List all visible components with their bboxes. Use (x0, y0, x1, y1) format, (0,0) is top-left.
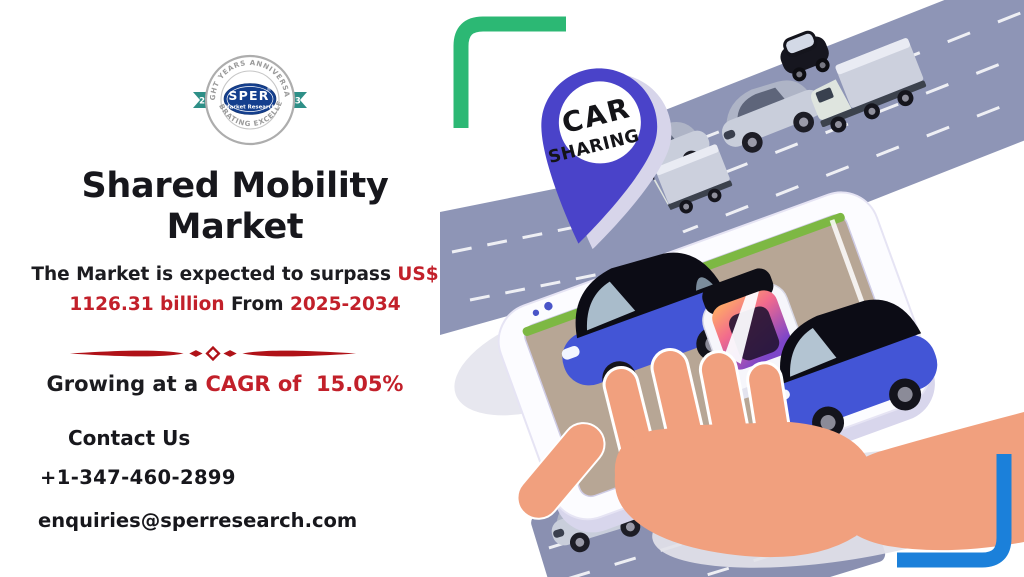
page-title-line2: Market (166, 207, 304, 248)
growth-line: Growing at a CAGR of 15.05% (30, 372, 420, 396)
location-pin (541, 68, 672, 250)
growth-value: CAGR of 15.05% (205, 372, 404, 396)
page-title: Shared Mobility Market (25, 166, 445, 249)
subheadline-from: From (224, 293, 290, 315)
anniversary-badge: 2015 2023 EIGHT YEARS ANNIVERSARY CELEBR… (0, 0, 323, 158)
subheadline: The Market is expected to surpass US$ 11… (30, 260, 440, 319)
growth-prefix: Growing at a (46, 372, 206, 396)
hand (516, 348, 1024, 558)
top-road (573, 0, 1024, 292)
badge-brand-subtitle: Market Research (224, 105, 275, 111)
corner-bracket-blue (897, 454, 1012, 568)
corner-bracket-green (453, 16, 566, 128)
badge-brand: SPER (228, 88, 269, 103)
ornamental-divider (68, 344, 358, 364)
badge-reg-mark: ® (266, 86, 272, 93)
page-title-line1: Shared Mobility (81, 166, 389, 206)
subheadline-value: US$ 1126.31 billion (69, 264, 439, 315)
camera-dot (544, 301, 553, 311)
subheadline-years: 2025-2034 (289, 293, 401, 315)
arm (835, 412, 1024, 551)
contact-email: enquiries@sperresearch.com (38, 509, 358, 532)
contact-heading: Contact Us (68, 426, 191, 450)
subheadline-dark: The Market is expected to surpass (31, 264, 398, 285)
thumb (516, 422, 606, 520)
palm (614, 422, 876, 558)
car-blue-hatchback (774, 299, 938, 439)
camera-dot (532, 309, 540, 316)
contact-phone: +1-347-460-2899 (40, 466, 236, 489)
